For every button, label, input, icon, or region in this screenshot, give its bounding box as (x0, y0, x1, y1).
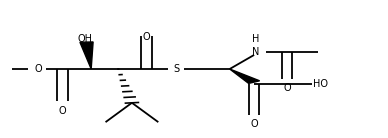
Polygon shape (80, 42, 93, 69)
Text: O: O (58, 106, 66, 116)
Text: OH: OH (78, 34, 93, 44)
Text: S: S (173, 64, 180, 74)
Text: H: H (252, 34, 260, 44)
Text: O: O (143, 32, 151, 42)
Text: HO: HO (313, 79, 327, 89)
Text: O: O (283, 83, 291, 93)
Text: O: O (250, 119, 258, 129)
Polygon shape (230, 69, 260, 83)
Text: N: N (252, 47, 260, 57)
Text: O: O (34, 64, 42, 74)
